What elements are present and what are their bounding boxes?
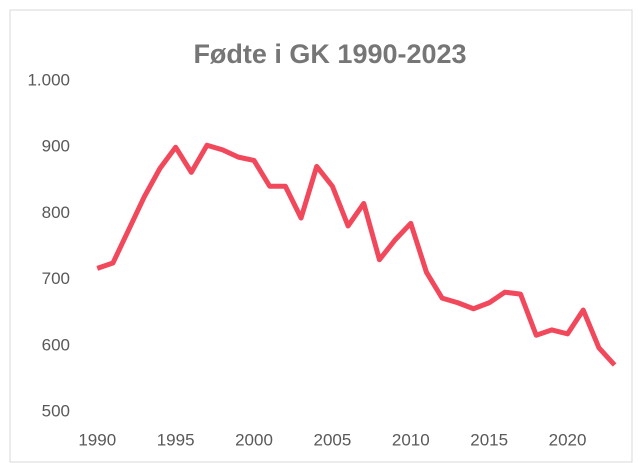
x-tick-label: 2010 — [392, 430, 430, 449]
y-tick-label: 600 — [42, 335, 70, 354]
y-tick-label: 500 — [42, 401, 70, 420]
y-tick-label: 800 — [42, 203, 70, 222]
chart-title: Fødte i GK 1990-2023 — [193, 39, 466, 69]
x-tick-label: 1995 — [157, 430, 195, 449]
y-tick-label: 900 — [42, 137, 70, 156]
x-tick-label: 1990 — [78, 430, 116, 449]
y-tick-label: 1.000 — [27, 70, 70, 89]
line-series — [96, 142, 617, 367]
x-tick-label: 2020 — [549, 430, 587, 449]
y-tick-label: 700 — [42, 269, 70, 288]
x-tick-label: 2015 — [470, 430, 508, 449]
x-tick-label: 2005 — [313, 430, 351, 449]
chart-border — [9, 9, 633, 463]
x-tick-label: 2000 — [235, 430, 273, 449]
